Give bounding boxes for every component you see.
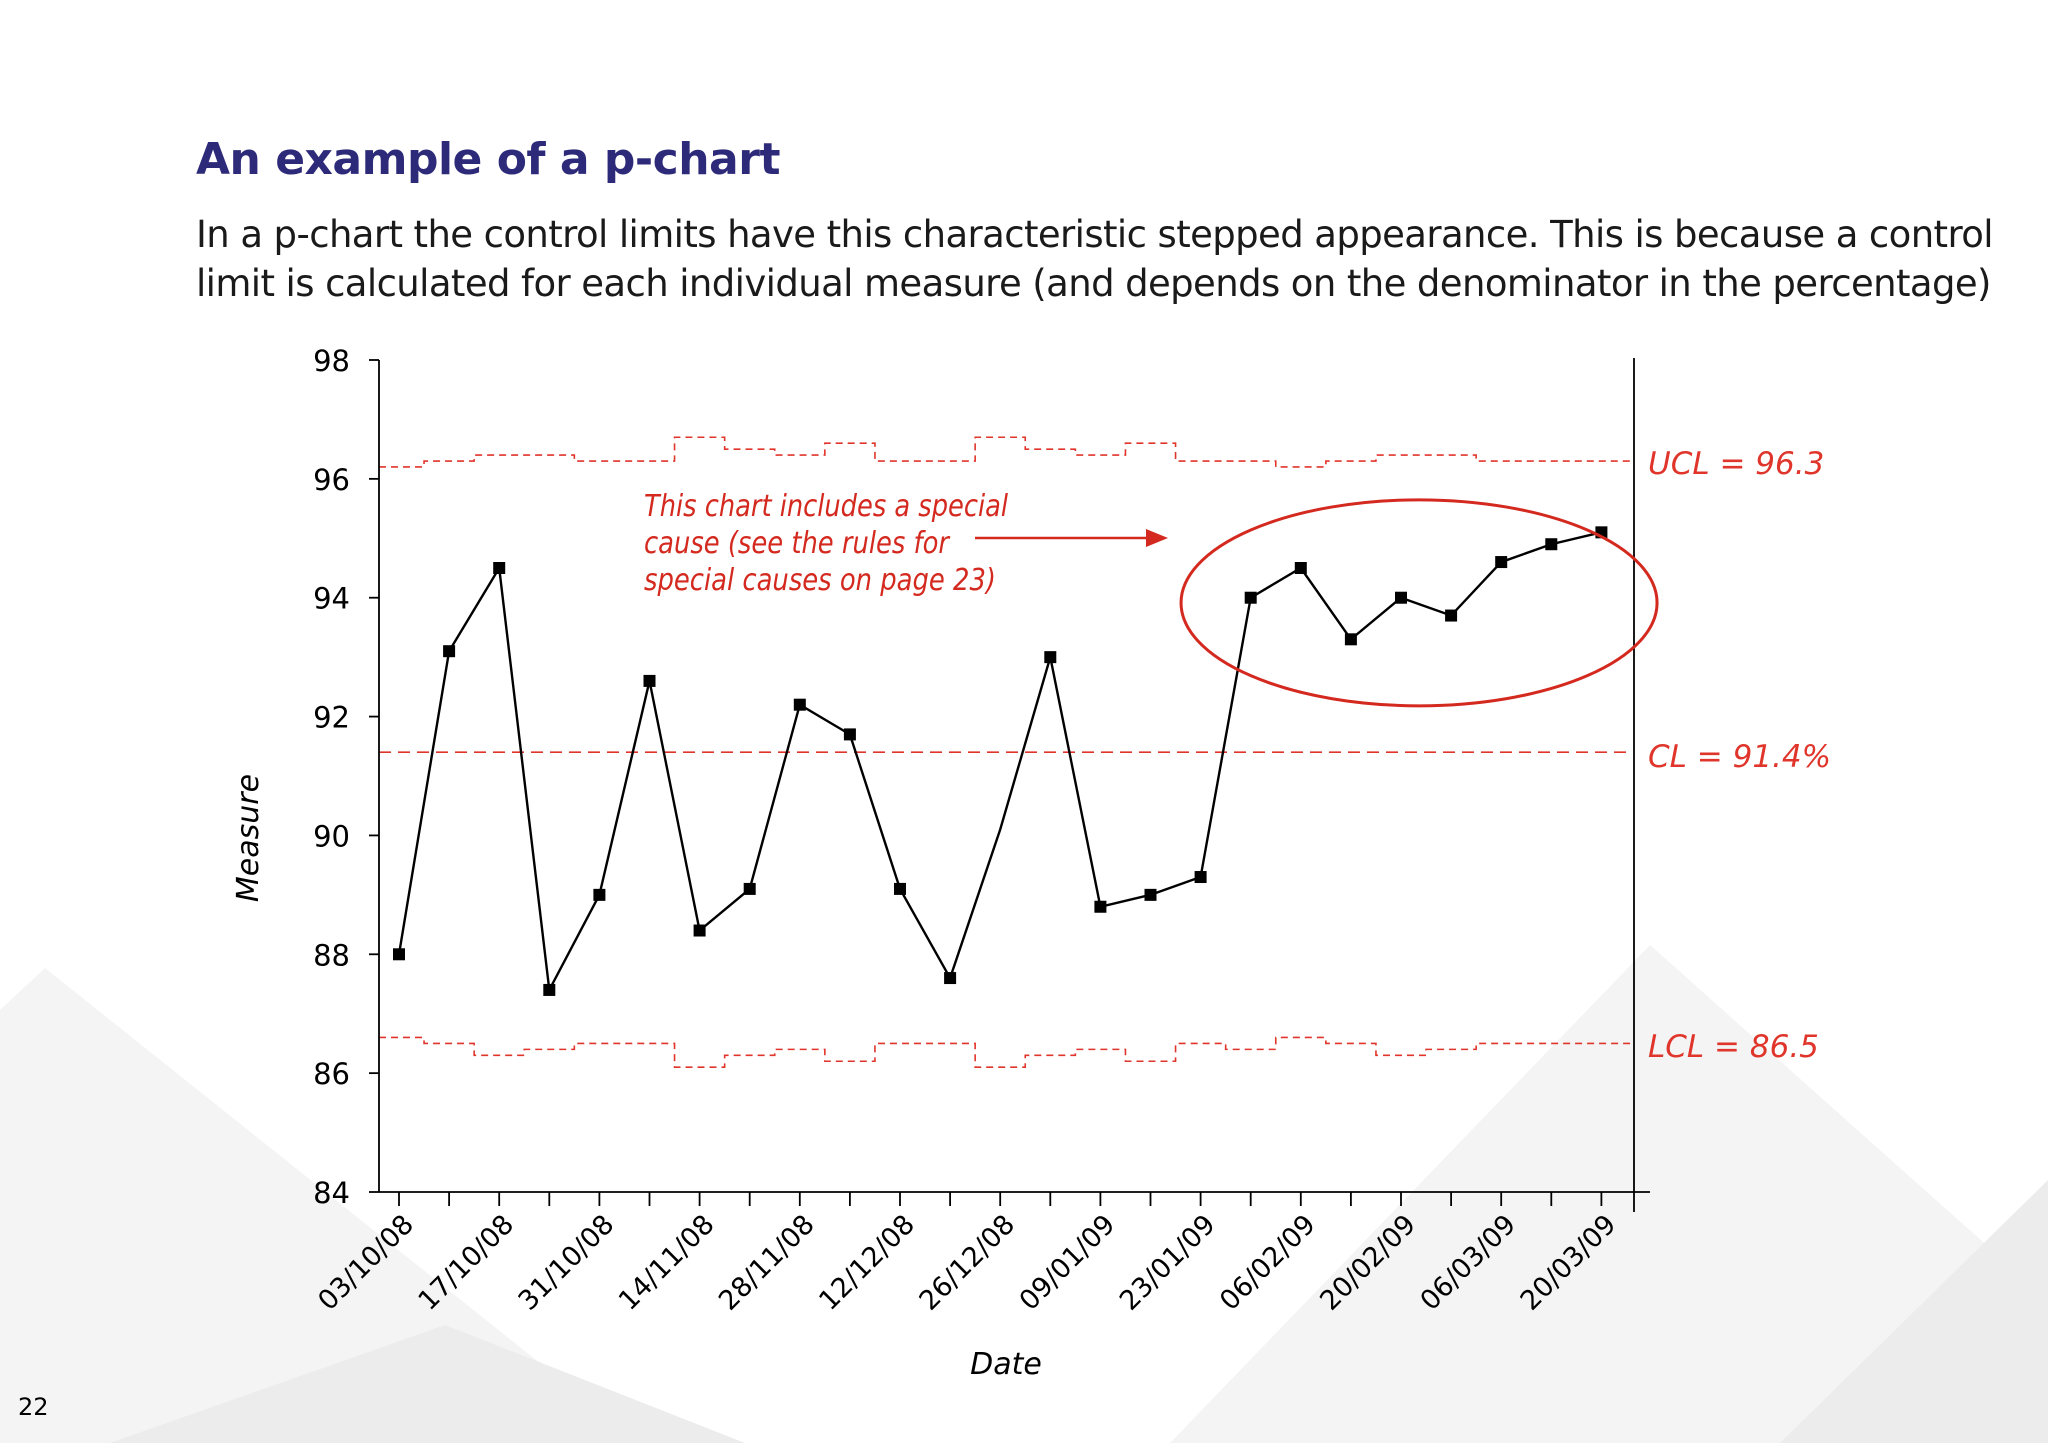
x-tick-label: 20/03/09	[1515, 1209, 1623, 1317]
ucl-step-path	[379, 436, 1632, 468]
data-point	[1445, 609, 1458, 622]
page-title: An example of a p-chart	[196, 134, 780, 185]
data-point	[543, 983, 556, 996]
y-tick-label: 92	[313, 701, 350, 735]
page-number: 22	[18, 1393, 49, 1421]
annotation-line-2: cause (see the rules for	[644, 526, 950, 561]
data-point	[643, 674, 656, 687]
x-tick-label: 20/02/09	[1314, 1209, 1422, 1317]
data-point	[1194, 871, 1207, 884]
annotation-line-1: This chart includes a special	[644, 489, 1009, 524]
lcl-line	[379, 1036, 1632, 1068]
data-point	[393, 948, 405, 961]
y-tick-label: 84	[313, 1176, 350, 1210]
x-tick-label: 09/01/09	[1014, 1209, 1122, 1317]
data-point	[1344, 633, 1357, 646]
limit-labels: UCL = 96.3 CL = 91.4% LCL = 86.5	[1648, 446, 1831, 1065]
data-point	[1545, 538, 1558, 551]
data-point	[1395, 591, 1407, 604]
data-point	[443, 645, 456, 658]
y-axis-label: Measure	[231, 774, 266, 902]
ucl-label: UCL = 96.3	[1648, 446, 1824, 482]
data-point	[593, 888, 606, 901]
y-tick-label: 94	[313, 582, 350, 616]
annotation-line-3: special causes on page 23)	[644, 563, 996, 598]
data-point	[1044, 651, 1057, 664]
data-point	[944, 972, 957, 985]
x-tick-label: 06/02/09	[1214, 1209, 1322, 1317]
data-point	[493, 562, 506, 574]
lcl-step-path	[379, 1036, 1632, 1068]
x-tick-label: 28/11/08	[713, 1209, 821, 1317]
x-tick-label: 31/10/08	[513, 1209, 621, 1317]
y-axis-ticks: 84 86 88 90 92 94 96 98	[313, 344, 379, 1210]
x-axis-label: Date	[970, 1347, 1042, 1382]
ucl-line	[379, 436, 1632, 468]
y-tick-label: 98	[313, 344, 350, 378]
chart-axes	[378, 358, 1650, 1212]
y-tick-label: 90	[313, 819, 350, 853]
data-point	[894, 882, 906, 895]
data-point	[1144, 888, 1157, 901]
data-point	[843, 728, 856, 741]
x-tick-label: 17/10/08	[412, 1209, 520, 1317]
y-tick-label: 96	[313, 463, 350, 497]
special-cause-annotation: This chart includes a special cause (see…	[644, 489, 1659, 708]
series-line	[397, 531, 1602, 994]
x-tick-label: 06/03/09	[1414, 1209, 1522, 1317]
x-tick-label: 23/01/09	[1114, 1209, 1222, 1317]
x-tick-label: 26/12/08	[913, 1209, 1021, 1317]
x-tick-label: 14/11/08	[613, 1209, 721, 1317]
page-subtitle: In a p-chart the control limits have thi…	[196, 213, 1994, 305]
data-point	[793, 698, 806, 711]
data-point	[1244, 591, 1257, 604]
y-tick-label: 88	[313, 938, 350, 972]
measure-series	[393, 526, 1608, 996]
x-tick-label: 03/10/08	[312, 1209, 420, 1317]
data-point	[1495, 556, 1508, 569]
y-tick-label: 86	[313, 1057, 350, 1091]
data-point	[693, 924, 706, 937]
x-tick-label: 12/12/08	[813, 1209, 921, 1317]
cl-label: CL = 91.4%	[1648, 739, 1831, 775]
lcl-label: LCL = 86.5	[1648, 1029, 1819, 1065]
arrow-head-icon	[1146, 529, 1168, 547]
data-point	[1094, 900, 1107, 913]
special-cause-ellipse	[1179, 498, 1659, 708]
x-axis-ticks: 03/10/0817/10/0831/10/0814/11/0828/11/08…	[312, 1192, 1622, 1317]
data-point	[1294, 562, 1307, 574]
data-point	[743, 882, 756, 895]
